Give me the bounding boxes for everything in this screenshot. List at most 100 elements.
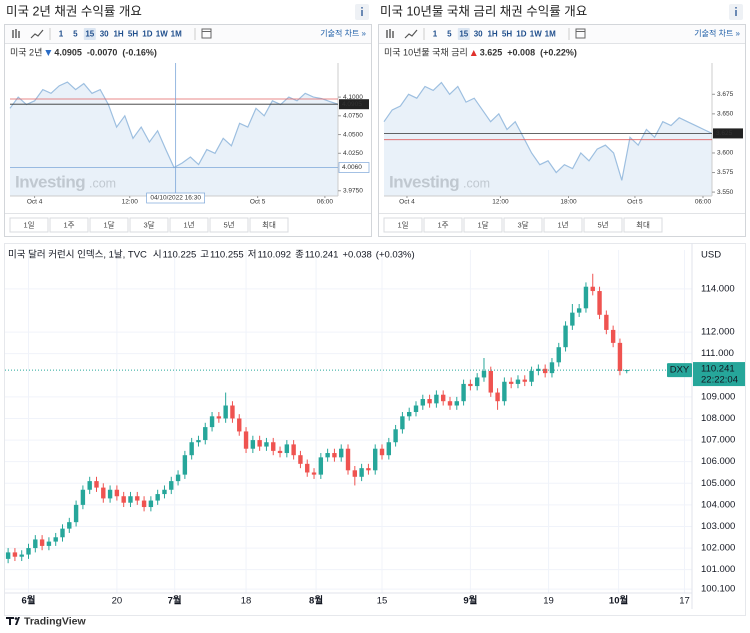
- symbol-label: DXY: [670, 365, 690, 376]
- candle-body: [617, 342, 623, 371]
- calendar-icon[interactable]: [201, 28, 212, 39]
- candle-body: [230, 405, 235, 419]
- range-button[interactable]: [543, 217, 583, 233]
- ohlc-value: 110.241: [305, 250, 339, 261]
- range-button-label: 3달: [143, 220, 154, 229]
- range-button[interactable]: [623, 217, 663, 233]
- toolbar-button[interactable]: 1H: [113, 30, 123, 39]
- candle-body: [373, 448, 378, 471]
- toolbar-button[interactable]: 1H: [487, 30, 497, 39]
- candle-body: [155, 494, 160, 501]
- candle-body: [39, 539, 45, 546]
- y-tick-label: 3.550: [717, 189, 734, 196]
- toolbar-button[interactable]: 1: [433, 30, 438, 39]
- toolbar-button[interactable]: 15: [459, 30, 468, 39]
- range-button[interactable]: [9, 217, 49, 233]
- candle-body: [80, 489, 86, 505]
- x-tick-label: 19: [543, 596, 554, 607]
- last-price: 4.0905: [54, 47, 82, 57]
- toolbar-button[interactable]: 5H: [128, 30, 138, 39]
- candle-body: [250, 440, 256, 449]
- candle-icon[interactable]: [12, 29, 20, 38]
- tech-chart-link[interactable]: 기술적 차트 »: [320, 28, 366, 38]
- candle-body: [33, 539, 38, 549]
- range-button-label: 1일: [23, 220, 34, 229]
- toolbar-button[interactable]: 1M: [171, 30, 182, 39]
- range-button-label: 1일: [397, 220, 408, 229]
- toolbar-bg: [5, 25, 371, 43]
- range-button[interactable]: [503, 217, 543, 233]
- y-tick-label: 4.0500: [343, 131, 363, 138]
- candle-body: [542, 368, 548, 374]
- toolbar-button[interactable]: 1D: [142, 30, 152, 39]
- candle-body: [481, 370, 487, 378]
- toolbar-button[interactable]: 1: [59, 30, 64, 39]
- x-tick-label: 20: [112, 596, 123, 607]
- toolbar-button[interactable]: 15: [85, 30, 94, 39]
- line-icon[interactable]: [30, 29, 44, 39]
- direction-icon: [470, 50, 477, 56]
- candle-body: [468, 383, 473, 387]
- x-tick-label: Oct 5: [250, 199, 266, 206]
- toolbar-button[interactable]: 1W: [156, 30, 168, 39]
- range-button[interactable]: [383, 217, 423, 233]
- instrument-name: 미국 10년물 국채 금리: [384, 47, 468, 57]
- ohlc-value: 110.092: [257, 250, 291, 261]
- range-button[interactable]: [249, 217, 289, 233]
- toolbar-button[interactable]: 1D: [516, 30, 526, 39]
- crosshair-value-box: [338, 162, 370, 173]
- candle-body: [508, 381, 514, 384]
- last-price: 3.625: [480, 47, 503, 57]
- candle-body: [291, 444, 296, 456]
- toolbar-button[interactable]: 5: [73, 30, 78, 39]
- x-tick-label: 6월: [21, 595, 35, 607]
- candle-body: [12, 552, 18, 557]
- candle-body: [454, 401, 459, 406]
- x-tick-label: 7월: [168, 595, 182, 607]
- tech-chart-link[interactable]: 기술적 차트 »: [694, 28, 740, 38]
- calendar-icon[interactable]: [575, 28, 586, 39]
- candle-body: [311, 472, 317, 475]
- range-button[interactable]: [49, 217, 89, 233]
- toolbar-button[interactable]: 1W: [530, 30, 542, 39]
- range-button-label: 1달: [103, 220, 114, 229]
- range-button[interactable]: [463, 217, 503, 233]
- countdown-label: 22:22:04: [701, 375, 738, 386]
- toolbar-button[interactable]: 30: [100, 30, 109, 39]
- x-tick-label: 06:00: [695, 199, 712, 206]
- toolbar-button[interactable]: 5H: [502, 30, 512, 39]
- candle-body: [128, 496, 133, 503]
- candle-body: [366, 468, 371, 471]
- info-icon-dot: [735, 7, 737, 9]
- candle-body: [590, 286, 595, 292]
- y-tick-label: 102.000: [701, 543, 735, 554]
- candle-icon[interactable]: [386, 29, 394, 38]
- candle-body: [379, 448, 385, 456]
- y-tick-label: 100.100: [701, 584, 735, 595]
- candle-body: [277, 450, 283, 454]
- ohlc-key: 저: [248, 250, 257, 261]
- range-button-label: 최대: [636, 219, 650, 229]
- last-price-label: 4.0905: [342, 101, 362, 108]
- range-button[interactable]: [169, 217, 209, 233]
- candle-body: [332, 453, 337, 458]
- range-button[interactable]: [423, 217, 463, 233]
- range-button[interactable]: [89, 217, 129, 233]
- range-button[interactable]: [209, 217, 249, 233]
- area-line: [383, 81, 713, 181]
- line-icon[interactable]: [404, 29, 418, 39]
- toolbar-button[interactable]: 30: [474, 30, 483, 39]
- candle-body: [209, 416, 215, 428]
- y-tick-label: 3.600: [717, 150, 734, 157]
- ohlc-key: 시: [153, 250, 162, 261]
- y-tick-label: 4.0250: [343, 150, 363, 157]
- candle-body: [216, 416, 222, 419]
- range-button[interactable]: [583, 217, 623, 233]
- candle-body: [189, 442, 194, 456]
- toolbar-button[interactable]: 1M: [545, 30, 556, 39]
- range-button[interactable]: [129, 217, 169, 233]
- range-button-label: 1달: [477, 220, 488, 229]
- x-tick-label: 18:00: [560, 199, 577, 206]
- range-button-label: 3달: [517, 220, 528, 229]
- toolbar-button[interactable]: 5: [447, 30, 452, 39]
